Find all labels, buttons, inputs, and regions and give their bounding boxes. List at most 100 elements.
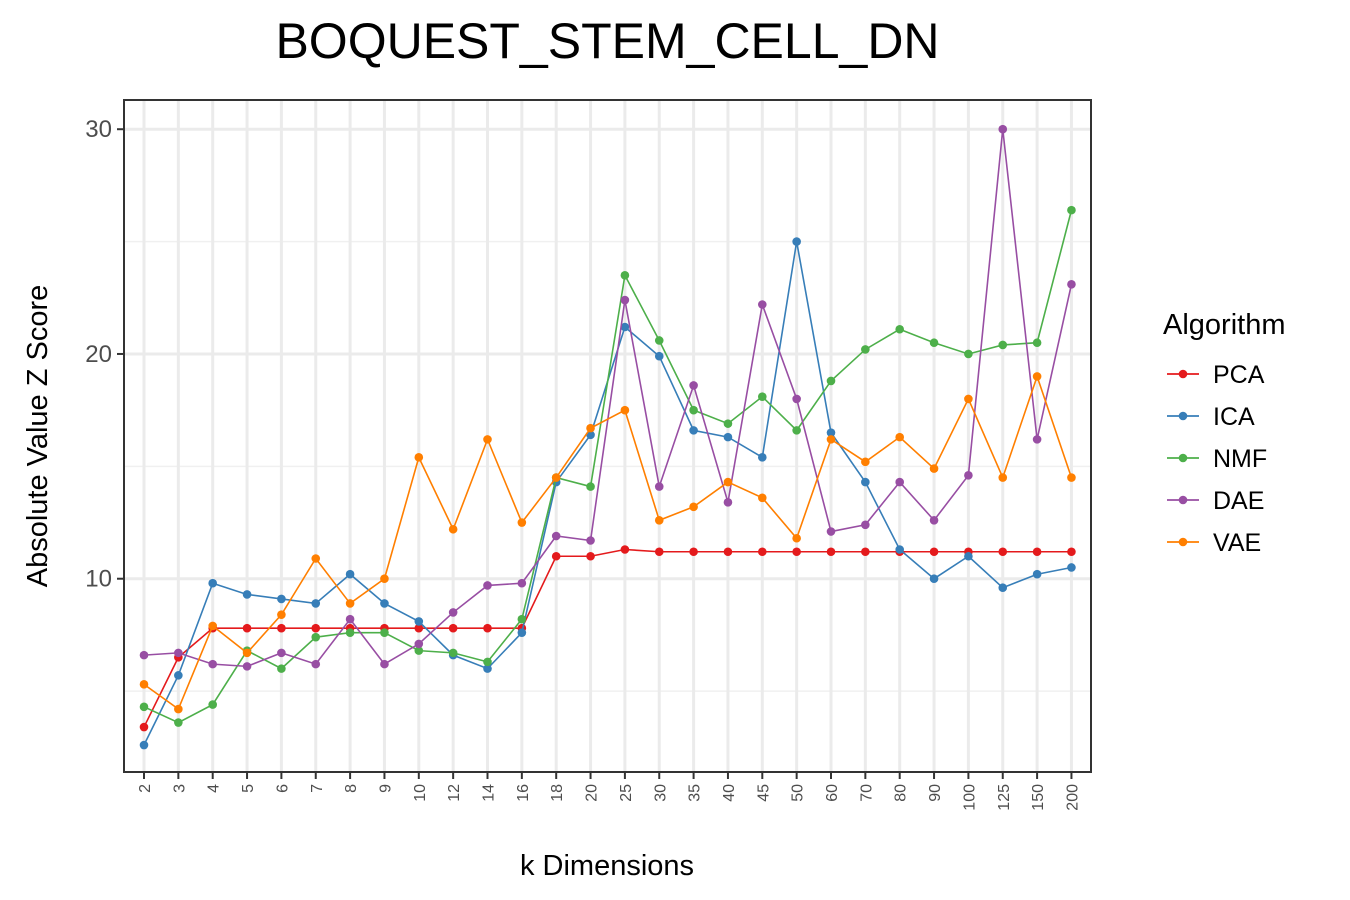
data-point-pca bbox=[723, 547, 733, 557]
data-point-ica bbox=[345, 569, 355, 579]
data-point-ica bbox=[826, 428, 836, 437]
data-point-ica bbox=[414, 617, 424, 626]
x-tick-label: 10 bbox=[412, 784, 429, 802]
legend-title: Algorithm bbox=[1163, 309, 1286, 341]
data-point-vae bbox=[174, 704, 183, 714]
x-tick-label: 100 bbox=[961, 784, 978, 811]
legend-item-pca: PCA bbox=[1167, 361, 1265, 389]
data-point-nmf bbox=[345, 628, 355, 637]
data-point-vae bbox=[414, 453, 424, 462]
data-point-pca bbox=[1067, 547, 1076, 557]
data-point-ica bbox=[758, 453, 767, 462]
legend-key-point bbox=[1178, 369, 1188, 379]
data-point-pca bbox=[620, 545, 630, 554]
data-point-dae bbox=[723, 498, 733, 507]
data-point-pca bbox=[929, 547, 939, 557]
data-point-vae bbox=[723, 477, 733, 487]
data-point-dae bbox=[620, 295, 630, 305]
data-point-ica bbox=[277, 594, 286, 604]
data-point-nmf bbox=[208, 700, 217, 709]
data-point-pca bbox=[861, 547, 870, 557]
data-point-dae bbox=[139, 650, 149, 660]
data-point-ica bbox=[208, 578, 217, 588]
data-point-dae bbox=[483, 581, 492, 590]
data-point-vae bbox=[861, 457, 870, 467]
data-point-dae bbox=[345, 614, 355, 624]
legend-key-point bbox=[1178, 495, 1188, 505]
data-point-pca bbox=[586, 551, 595, 561]
data-point-vae bbox=[345, 599, 355, 608]
data-point-dae bbox=[792, 394, 801, 404]
data-point-pca bbox=[551, 551, 561, 561]
grid-lines bbox=[124, 100, 1091, 772]
chart-title: BOQUEST_STEM_CELL_DN bbox=[275, 13, 940, 69]
data-point-vae bbox=[483, 435, 492, 444]
data-point-dae bbox=[517, 578, 527, 588]
data-point-ica bbox=[1032, 569, 1042, 579]
data-point-nmf bbox=[792, 426, 801, 435]
data-point-nmf bbox=[758, 392, 767, 401]
series-line-vae bbox=[143, 373, 1073, 711]
data-point-vae bbox=[311, 554, 321, 563]
data-point-ica bbox=[964, 551, 973, 561]
legend-key-point bbox=[1178, 411, 1188, 421]
data-point-vae bbox=[139, 680, 149, 689]
data-point-dae bbox=[758, 300, 767, 309]
x-tick-label: 3 bbox=[171, 784, 188, 793]
series-pca bbox=[139, 545, 1076, 732]
data-point-dae bbox=[414, 639, 424, 649]
legend-key-point bbox=[1178, 453, 1188, 463]
x-tick-label: 50 bbox=[790, 784, 807, 802]
data-point-ica bbox=[723, 432, 733, 442]
data-point-vae bbox=[208, 621, 217, 631]
data-point-nmf bbox=[380, 628, 389, 637]
data-point-nmf bbox=[1067, 205, 1076, 215]
data-point-dae bbox=[242, 662, 252, 671]
data-point-dae bbox=[861, 520, 870, 530]
legend-label: VAE bbox=[1213, 529, 1261, 557]
data-point-dae bbox=[586, 536, 595, 545]
x-tick-label: 125 bbox=[996, 784, 1013, 811]
data-point-ica bbox=[792, 237, 801, 246]
data-point-ica bbox=[929, 574, 939, 584]
data-point-dae bbox=[826, 527, 836, 536]
data-point-pca bbox=[998, 547, 1008, 557]
x-tick-label: 20 bbox=[584, 784, 601, 802]
data-point-vae bbox=[654, 515, 664, 525]
data-point-nmf bbox=[654, 336, 664, 345]
data-point-nmf bbox=[277, 664, 286, 673]
data-point-pca bbox=[139, 722, 149, 732]
data-point-ica bbox=[895, 545, 904, 554]
data-point-nmf bbox=[139, 702, 149, 712]
data-point-ica bbox=[242, 590, 252, 599]
data-point-pca bbox=[654, 547, 664, 557]
data-point-vae bbox=[998, 473, 1008, 482]
x-tick-label: 35 bbox=[687, 784, 704, 802]
x-tick-label: 30 bbox=[652, 784, 669, 802]
x-tick-label: 14 bbox=[481, 784, 498, 802]
legend-item-vae: VAE bbox=[1167, 529, 1261, 557]
data-point-ica bbox=[483, 664, 492, 673]
data-point-ica bbox=[998, 583, 1008, 593]
x-tick-label: 5 bbox=[240, 784, 257, 793]
data-point-nmf bbox=[723, 419, 733, 428]
x-tick-label: 8 bbox=[343, 784, 360, 793]
legend-item-nmf: NMF bbox=[1167, 445, 1267, 473]
legend-label: PCA bbox=[1213, 361, 1265, 389]
data-point-nmf bbox=[311, 632, 321, 642]
y-tick-label: 30 bbox=[85, 116, 112, 143]
data-point-vae bbox=[242, 648, 252, 658]
data-point-dae bbox=[311, 659, 321, 669]
data-point-nmf bbox=[448, 648, 458, 658]
data-point-dae bbox=[964, 471, 973, 480]
data-point-ica bbox=[689, 426, 698, 435]
data-point-vae bbox=[826, 435, 836, 444]
x-tick-label: 9 bbox=[377, 784, 394, 793]
x-tick-label: 90 bbox=[927, 784, 944, 802]
legend-item-dae: DAE bbox=[1167, 487, 1264, 515]
data-point-vae bbox=[1032, 372, 1042, 381]
legend: Algorithm PCA ICA NMF DAE VAE bbox=[1163, 309, 1286, 557]
data-point-dae bbox=[895, 477, 904, 487]
data-point-nmf bbox=[483, 657, 492, 667]
legend-key-point bbox=[1178, 537, 1188, 547]
